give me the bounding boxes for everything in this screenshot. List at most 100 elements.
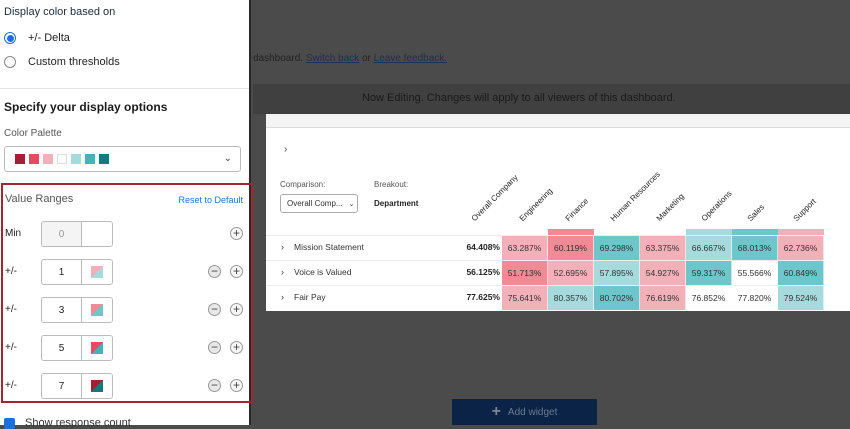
column-header: Engineering bbox=[517, 186, 555, 223]
value-range-row: +/- 5 − + bbox=[5, 335, 249, 361]
add-widget-label: Add widget bbox=[507, 406, 558, 418]
range-input-group: 5 bbox=[41, 335, 113, 361]
palette-swatch bbox=[29, 154, 39, 164]
palette-swatch bbox=[57, 154, 67, 164]
display-options-title: Specify your display options bbox=[4, 100, 168, 114]
range-value-input[interactable]: 3 bbox=[42, 298, 82, 322]
value-range-row: +/- 1 − + bbox=[5, 259, 249, 285]
add-widget-button[interactable]: + Add widget bbox=[452, 399, 597, 425]
value-range-row: +/- 7 − + bbox=[5, 373, 249, 399]
range-label: +/- bbox=[5, 304, 17, 315]
heatmap-cell: 57.895% bbox=[594, 261, 640, 285]
divider bbox=[0, 88, 249, 89]
heatmap-cell: 62.736% bbox=[778, 236, 824, 260]
color-palette-select[interactable]: ⌄ bbox=[4, 146, 241, 172]
column-band bbox=[732, 229, 778, 235]
column-header: Human Resources bbox=[608, 169, 662, 223]
column-header: Support bbox=[791, 196, 818, 223]
comparison-select[interactable]: Overall Comp... ⌄ bbox=[280, 194, 358, 213]
dashboard-notice: dashboard. Switch back or Leave feedback… bbox=[253, 53, 447, 64]
range-input-group: 0 bbox=[41, 221, 113, 247]
radio-delta-label: +/- Delta bbox=[28, 32, 70, 44]
radio-custom-label: Custom thresholds bbox=[28, 56, 120, 68]
remove-range-button[interactable]: − bbox=[208, 265, 221, 278]
edit-banner-text: Now Editing. Changes will apply to all v… bbox=[362, 92, 676, 104]
heatmap-cell: 60.119% bbox=[548, 236, 594, 260]
range-label: Min bbox=[5, 228, 22, 239]
row-label: Fair Pay bbox=[294, 292, 326, 302]
checkbox-checked-icon[interactable] bbox=[4, 417, 15, 429]
column-band bbox=[686, 229, 732, 235]
leave-feedback-link[interactable]: Leave feedback. bbox=[373, 53, 448, 64]
add-range-button[interactable]: + bbox=[230, 303, 243, 316]
expand-chevron-icon[interactable]: › bbox=[284, 144, 288, 155]
remove-range-button[interactable]: − bbox=[208, 379, 221, 392]
range-color-picker[interactable] bbox=[82, 374, 112, 398]
range-input-group: 7 bbox=[41, 373, 113, 399]
notice-text: dashboard. bbox=[253, 53, 304, 64]
reset-to-default-link[interactable]: Reset to Default bbox=[178, 195, 243, 205]
radio-custom-thresholds[interactable]: Custom thresholds bbox=[4, 56, 120, 68]
range-label: +/- bbox=[5, 380, 17, 391]
add-range-button[interactable]: + bbox=[230, 227, 243, 240]
edit-banner bbox=[253, 84, 850, 114]
row-label: Voice is Valued bbox=[294, 267, 352, 277]
heatmap-cell: 59.317% bbox=[686, 261, 732, 285]
range-value-input[interactable]: 7 bbox=[42, 374, 82, 398]
chevron-down-icon: ⌄ bbox=[348, 200, 355, 208]
expand-row-chevron-icon[interactable]: › bbox=[281, 242, 284, 252]
column-header: Overall Company bbox=[469, 172, 520, 223]
remove-range-button[interactable]: − bbox=[208, 303, 221, 316]
range-input-group: 1 bbox=[41, 259, 113, 285]
palette-swatch bbox=[85, 154, 95, 164]
heatmap-cell: 76.619% bbox=[640, 286, 686, 310]
add-range-button[interactable]: + bbox=[230, 341, 243, 354]
breakout-value: Department bbox=[374, 199, 419, 208]
column-header: Sales bbox=[745, 202, 767, 223]
column-header: Operations bbox=[699, 188, 734, 223]
range-value-input: 0 bbox=[42, 222, 82, 246]
range-color-picker[interactable] bbox=[82, 298, 112, 322]
remove-range-button[interactable]: − bbox=[208, 341, 221, 354]
range-color-picker[interactable] bbox=[82, 260, 112, 284]
heatmap-cell: 69.298% bbox=[594, 236, 640, 260]
radio-delta[interactable]: +/- Delta bbox=[4, 32, 70, 44]
radio-unselected-icon[interactable] bbox=[4, 56, 16, 68]
heatmap-widget[interactable]: › Comparison: Overall Comp... ⌄ Breakout… bbox=[266, 114, 850, 311]
heatmap-cell: 79.524% bbox=[778, 286, 824, 310]
overall-value: 64.408% bbox=[466, 242, 500, 252]
color-swatch-icon bbox=[91, 342, 103, 354]
chevron-down-icon: ⌄ bbox=[223, 153, 232, 164]
overall-value: 56.125% bbox=[466, 267, 500, 277]
heatmap-cell: 63.375% bbox=[640, 236, 686, 260]
column-header: Marketing bbox=[654, 191, 686, 223]
table-row[interactable]: › Fair Pay 77.625% 75.641% 80.357% 80.702% 7… bbox=[266, 285, 824, 310]
range-color-picker[interactable] bbox=[82, 222, 112, 246]
switch-back-link[interactable]: Switch back bbox=[305, 53, 360, 64]
heatmap-cell: 55.566% bbox=[732, 261, 778, 285]
expand-row-chevron-icon[interactable]: › bbox=[281, 292, 284, 302]
color-swatch-icon bbox=[91, 266, 103, 278]
notice-or: or bbox=[361, 53, 371, 64]
value-range-row: Min 0 + bbox=[5, 221, 249, 247]
value-range-row: +/- 3 − + bbox=[5, 297, 249, 323]
range-label: +/- bbox=[5, 342, 17, 353]
range-value-input[interactable]: 1 bbox=[42, 260, 82, 284]
breakout-label: Breakout: bbox=[374, 180, 409, 189]
range-color-picker[interactable] bbox=[82, 336, 112, 360]
expand-row-chevron-icon[interactable]: › bbox=[281, 267, 284, 277]
settings-panel: Display color based on +/- Delta Custom … bbox=[0, 0, 253, 429]
range-value-input[interactable]: 5 bbox=[42, 336, 82, 360]
comparison-label: Comparison: bbox=[280, 180, 326, 189]
range-input-group: 3 bbox=[41, 297, 113, 323]
add-range-button[interactable]: + bbox=[230, 379, 243, 392]
show-response-count[interactable]: Show response count bbox=[4, 417, 131, 429]
heatmap-cell: 75.641% bbox=[502, 286, 548, 310]
heatmap-cell: 63.287% bbox=[502, 236, 548, 260]
table-row[interactable]: › Mission Statement 64.408% 63.287% 60.119… bbox=[266, 235, 824, 260]
table-row[interactable]: › Voice is Valued 56.125% 51.713% 52.695% 5… bbox=[266, 260, 824, 285]
radio-selected-icon[interactable] bbox=[4, 32, 16, 44]
heatmap-cell: 77.820% bbox=[732, 286, 778, 310]
palette-swatch bbox=[99, 154, 109, 164]
add-range-button[interactable]: + bbox=[230, 265, 243, 278]
